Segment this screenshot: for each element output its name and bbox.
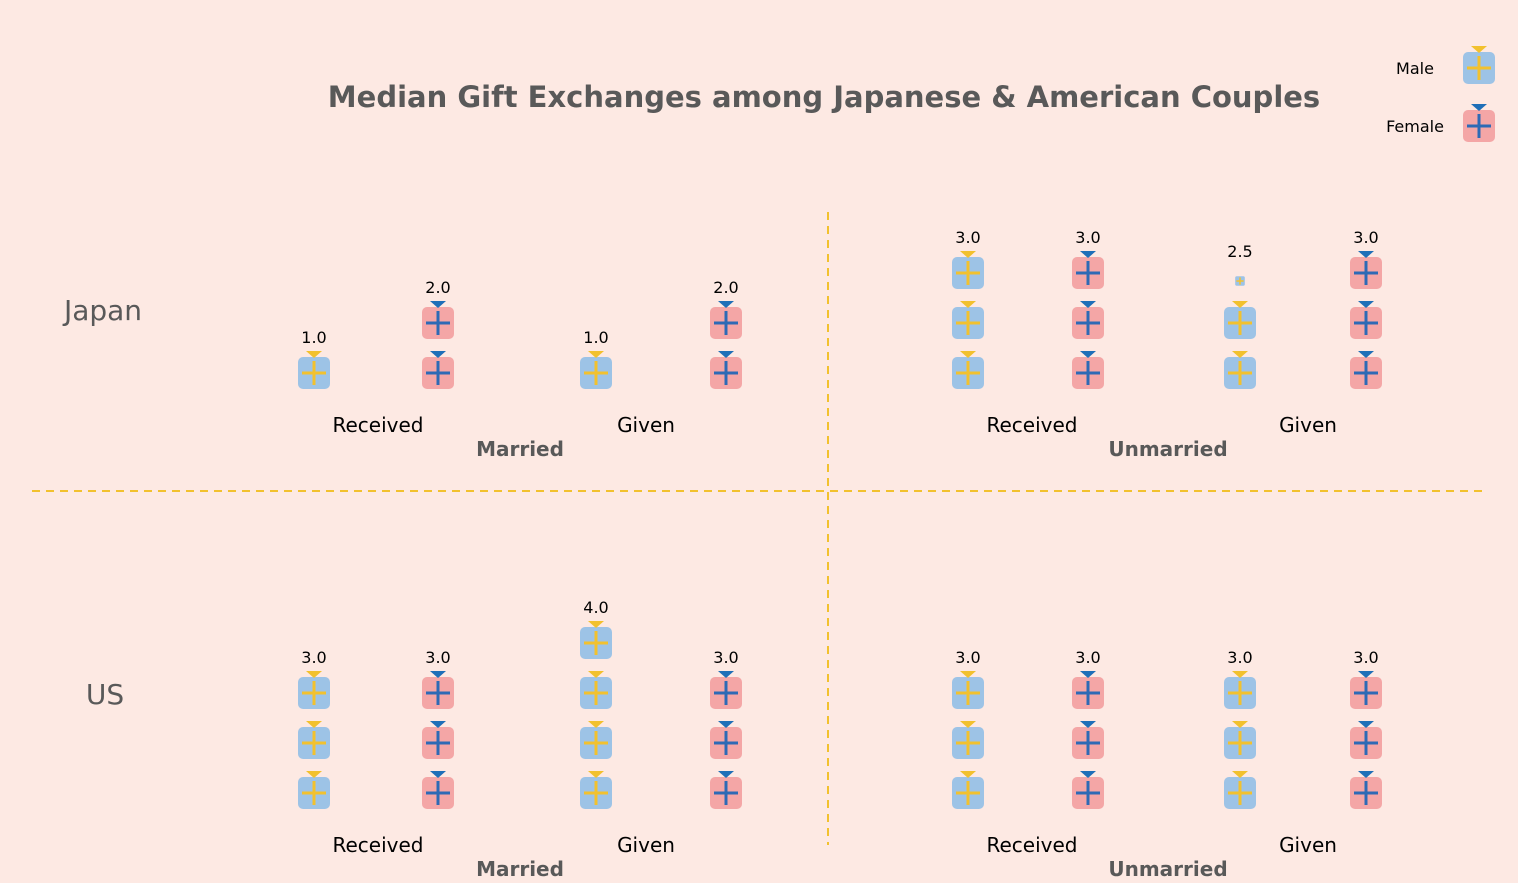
gift-icon-us-unmarried-given-female <box>1350 721 1382 759</box>
gift-icon-partial-japan-unmarried-given-male <box>1235 276 1245 286</box>
data-label: 3.0 <box>955 648 980 667</box>
legend-male-gift-icon <box>1463 46 1495 84</box>
group-label-unmarried: Unmarried <box>1108 857 1227 881</box>
gift-icon-japan-unmarried-given-male <box>1224 301 1256 339</box>
subgroup-label-received: Received <box>987 833 1078 857</box>
subgroup-label-given: Given <box>617 413 675 437</box>
gift-icon-japan-married-received-female <box>422 351 454 389</box>
gift-icon-us-married-received-male <box>298 771 330 809</box>
data-label: 1.0 <box>583 328 608 347</box>
group-label-unmarried: Unmarried <box>1108 437 1227 461</box>
gift-icon-japan-unmarried-given-female <box>1350 301 1382 339</box>
legend: Male Female <box>1386 46 1495 142</box>
gift-icon-us-married-received-female <box>422 671 454 709</box>
subgroup-label-given: Given <box>1279 833 1337 857</box>
gift-icon-japan-unmarried-received-male <box>952 251 984 289</box>
row-label-us: US <box>86 678 124 711</box>
gift-icon-japan-married-given-female <box>710 351 742 389</box>
legend-label-male: Male <box>1396 59 1434 78</box>
gift-icon-us-unmarried-received-male <box>952 671 984 709</box>
data-label: 1.0 <box>301 328 326 347</box>
group-label-married: Married <box>476 857 564 881</box>
gift-icon-japan-married-received-female <box>422 301 454 339</box>
gift-icon-japan-unmarried-received-female <box>1072 351 1104 389</box>
legend-female-gift-icon <box>1463 104 1495 142</box>
gift-icon-us-married-received-male <box>298 671 330 709</box>
gift-icon-us-married-received-female <box>422 771 454 809</box>
gift-icon-japan-unmarried-received-female <box>1072 251 1104 289</box>
gift-icon-us-married-given-male <box>580 621 612 659</box>
gift-icon-us-unmarried-given-male <box>1224 721 1256 759</box>
data-label: 2.0 <box>425 278 450 297</box>
data-label: 3.0 <box>425 648 450 667</box>
gift-icon-us-unmarried-received-female <box>1072 721 1104 759</box>
legend-label-female: Female <box>1386 117 1444 136</box>
data-label: 3.0 <box>1353 228 1378 247</box>
gift-icon-japan-married-given-female <box>710 301 742 339</box>
chart-marks: Japan US 1.0 2.0 Received 1.0 2.0 Given Married 3… <box>62 228 1382 881</box>
gift-icon-us-unmarried-given-male <box>1224 671 1256 709</box>
subgroup-label-received: Received <box>333 833 424 857</box>
subgroup-label-given: Given <box>1279 413 1337 437</box>
gift-icon-us-married-received-female <box>422 721 454 759</box>
gift-icon-us-unmarried-received-female <box>1072 671 1104 709</box>
gift-icon-japan-unmarried-given-male <box>1224 351 1256 389</box>
gift-icon-us-married-given-male <box>580 721 612 759</box>
gift-icon-japan-unmarried-given-female <box>1350 251 1382 289</box>
gift-icon-japan-unmarried-received-female <box>1072 301 1104 339</box>
gift-icon-us-unmarried-given-female <box>1350 771 1382 809</box>
gift-icon-japan-married-given-male <box>580 351 612 389</box>
subgroup-label-received: Received <box>987 413 1078 437</box>
gift-icon-japan-unmarried-received-male <box>952 301 984 339</box>
data-label: 2.5 <box>1227 242 1252 261</box>
gift-icon-japan-unmarried-received-male <box>952 351 984 389</box>
gift-icon-us-unmarried-given-female <box>1350 671 1382 709</box>
data-label: 2.0 <box>713 278 738 297</box>
data-label: 3.0 <box>1353 648 1378 667</box>
data-label: 3.0 <box>713 648 738 667</box>
data-label: 4.0 <box>583 598 608 617</box>
gift-icon-us-married-given-male <box>580 771 612 809</box>
gift-icon-us-married-given-male <box>580 671 612 709</box>
gift-icon-japan-married-received-male <box>298 351 330 389</box>
group-label-married: Married <box>476 437 564 461</box>
gift-icon-us-married-given-female <box>710 671 742 709</box>
gift-icon-us-married-given-female <box>710 721 742 759</box>
gift-icon-us-married-given-female <box>710 771 742 809</box>
row-label-japan: Japan <box>62 294 142 327</box>
data-label: 3.0 <box>955 228 980 247</box>
gift-icon-us-married-received-male <box>298 721 330 759</box>
gift-icon-us-unmarried-received-male <box>952 771 984 809</box>
gift-icon-japan-unmarried-given-female <box>1350 351 1382 389</box>
gift-icon-us-unmarried-given-male <box>1224 771 1256 809</box>
subgroup-label-received: Received <box>333 413 424 437</box>
gift-icon-us-unmarried-received-female <box>1072 771 1104 809</box>
data-label: 3.0 <box>1075 228 1100 247</box>
data-label: 3.0 <box>1075 648 1100 667</box>
subgroup-label-given: Given <box>617 833 675 857</box>
chart-title: Median Gift Exchanges among Japanese & A… <box>328 80 1320 114</box>
data-label: 3.0 <box>301 648 326 667</box>
data-label: 3.0 <box>1227 648 1252 667</box>
gift-icon-us-unmarried-received-male <box>952 721 984 759</box>
